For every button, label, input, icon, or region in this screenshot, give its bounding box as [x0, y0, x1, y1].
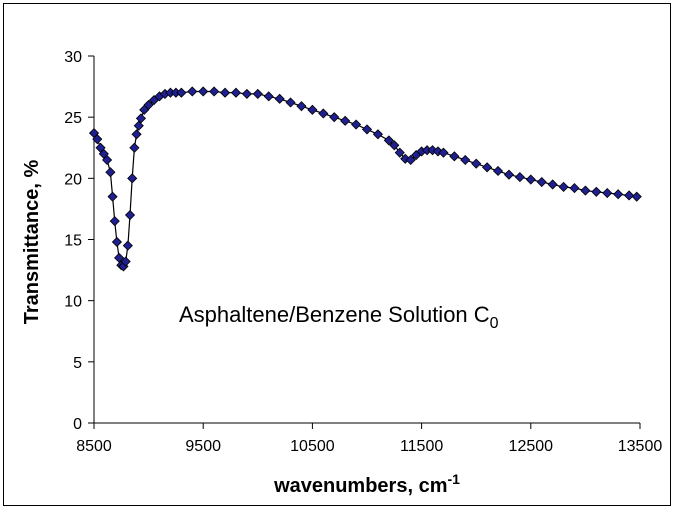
- data-point: [536, 176, 547, 188]
- data-point: [569, 183, 580, 194]
- data-point: [122, 240, 133, 251]
- data-point: [580, 185, 591, 196]
- data-point: [558, 181, 569, 192]
- data-point: [120, 256, 131, 267]
- data-point: [389, 140, 400, 151]
- tick-labels: 0 5 10 15 20 25 30 8500 9500 10500 11500 12500 13500: [64, 49, 662, 455]
- data-point: [124, 209, 136, 221]
- chart: 0 5 10 15 20 25 30 8500 9500 10500 11500 12500 13500…: [21, 49, 662, 497]
- data-point: [198, 86, 209, 97]
- data-point: [492, 165, 504, 177]
- data-point: [340, 115, 351, 126]
- data-point: [263, 91, 274, 102]
- data-point: [135, 113, 147, 124]
- data-point: [591, 186, 602, 197]
- data-point: [471, 158, 482, 169]
- x-tick-label: 8500: [76, 438, 112, 455]
- chart-annotation: Asphaltene/Benzene Solution C0: [179, 302, 499, 332]
- data-point: [92, 134, 103, 145]
- data-point: [460, 154, 471, 166]
- y-tick-label: 25: [64, 110, 82, 127]
- data-point: [209, 86, 220, 97]
- axes: [88, 55, 641, 429]
- chart-frame: 0 5 10 15 20 25 30 8500 9500 10500 11500 12500 13500…: [3, 3, 671, 506]
- x-tick-label: 13500: [618, 438, 663, 455]
- data-point: [503, 169, 515, 180]
- data-point: [111, 236, 122, 248]
- data-point: [514, 172, 525, 183]
- y-tick-label: 30: [64, 49, 82, 66]
- x-tick-label: 11500: [400, 438, 443, 455]
- data-point: [482, 162, 493, 173]
- series-group: [88, 86, 642, 272]
- y-tick-label: 10: [64, 294, 82, 311]
- x-tick-label: 12500: [509, 438, 554, 455]
- data-point: [394, 147, 405, 158]
- data-point: [187, 86, 198, 97]
- data-point: [102, 154, 113, 166]
- data-point: [252, 88, 263, 99]
- y-tick-label: 0: [73, 416, 82, 433]
- series-line: [93, 90, 637, 268]
- y-tick-label: 5: [73, 355, 82, 372]
- data-point: [131, 129, 142, 140]
- data-point: [613, 189, 624, 200]
- data-point: [361, 124, 373, 135]
- data-point: [383, 135, 394, 146]
- data-point: [602, 187, 613, 199]
- data-point: [109, 216, 120, 227]
- y-tick-label: 15: [64, 233, 82, 250]
- data-point: [285, 97, 296, 108]
- data-point: [296, 101, 307, 112]
- data-point: [133, 120, 144, 131]
- data-point: [351, 119, 362, 130]
- data-point: [318, 108, 329, 119]
- data-point: [631, 191, 642, 202]
- data-point: [624, 190, 635, 201]
- data-point: [107, 191, 118, 202]
- data-point: [143, 99, 154, 110]
- data-point: [105, 167, 116, 178]
- y-axis-label: Transmittance, %: [21, 160, 43, 325]
- x-tick-label: 10500: [290, 438, 335, 455]
- data-point: [219, 87, 231, 98]
- data-point: [127, 173, 138, 184]
- data-point: [307, 104, 318, 115]
- data-point: [241, 88, 252, 99]
- data-point: [438, 147, 449, 158]
- data-point: [525, 174, 536, 185]
- data-point: [274, 93, 285, 104]
- data-point: [405, 154, 416, 166]
- data-point: [230, 87, 242, 98]
- data-point: [372, 129, 383, 140]
- data-point: [329, 112, 340, 123]
- y-tick-label: 20: [64, 171, 82, 188]
- data-point: [129, 142, 140, 153]
- x-axis-label: wavenumbers, cm-1: [273, 471, 460, 497]
- data-point: [547, 179, 558, 190]
- data-point: [449, 151, 460, 162]
- x-tick-label: 9500: [185, 438, 221, 455]
- data-point: [176, 87, 187, 98]
